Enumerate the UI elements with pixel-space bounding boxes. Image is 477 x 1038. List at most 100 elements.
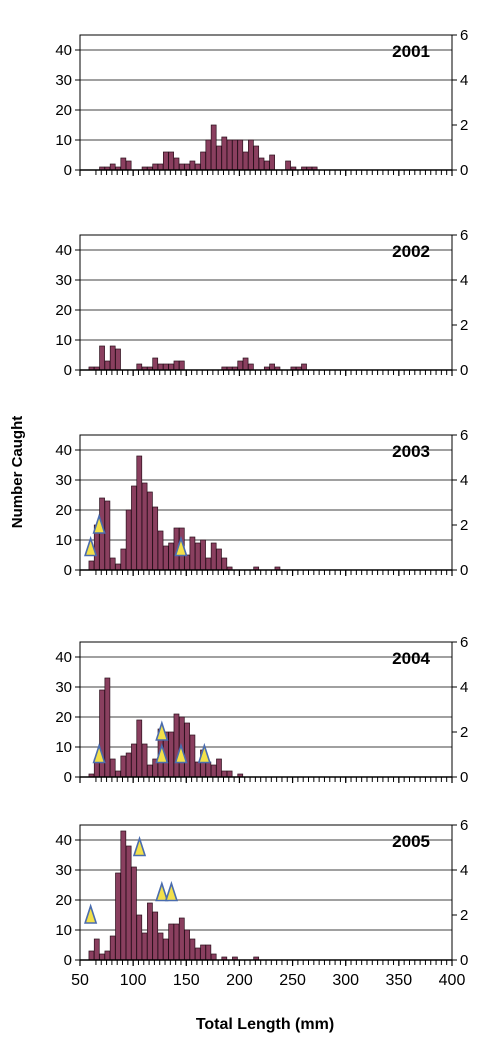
bar xyxy=(205,944,212,961)
bar xyxy=(210,764,217,778)
bar xyxy=(131,743,137,778)
bar xyxy=(173,157,180,171)
right-y-tick-label: 4 xyxy=(460,862,468,879)
bar xyxy=(178,163,185,171)
panels-container: 0102030400246200101020304002462002010203… xyxy=(55,27,468,989)
bar xyxy=(109,557,116,571)
panel-2004: 0 10 20 30 40 0 2 4 6 2004 xyxy=(55,634,468,786)
bar xyxy=(184,722,190,778)
bar xyxy=(189,160,196,171)
right-y-tick-label: 4 xyxy=(460,679,468,696)
bar xyxy=(157,932,164,961)
bar xyxy=(194,761,201,778)
bar xyxy=(109,345,116,371)
bar xyxy=(104,500,111,571)
bar xyxy=(131,485,137,571)
bar xyxy=(221,136,228,171)
right-y-tick-label: 4 xyxy=(460,72,468,89)
bar xyxy=(184,163,190,171)
bar xyxy=(104,950,111,961)
right-y-tick-label: 6 xyxy=(460,817,468,834)
y-tick-label: 20 xyxy=(55,302,72,319)
y-tick-label: 20 xyxy=(55,102,72,119)
bar xyxy=(237,139,244,171)
bar xyxy=(173,713,180,778)
bar xyxy=(210,124,217,171)
y-tick-label: 10 xyxy=(55,332,72,349)
bar xyxy=(189,938,196,961)
y-tick-label: 20 xyxy=(55,709,72,726)
bar xyxy=(216,758,222,778)
bar xyxy=(200,539,206,571)
bar xyxy=(162,151,169,171)
triangle-marker xyxy=(84,535,98,557)
x-tick-label: 100 xyxy=(120,972,147,989)
bar xyxy=(194,947,201,961)
bar xyxy=(157,530,164,571)
bar xyxy=(242,151,249,171)
bar xyxy=(147,764,153,778)
bar xyxy=(120,755,127,778)
bar xyxy=(200,151,206,171)
bar xyxy=(269,363,275,371)
panel-year-label: 2004 xyxy=(392,649,430,668)
bar xyxy=(125,509,132,571)
y-tick-label: 0 xyxy=(64,952,72,969)
bar xyxy=(152,357,159,371)
bar xyxy=(285,160,291,171)
triangle-marker xyxy=(174,742,188,764)
right-y-tick-label: 0 xyxy=(460,952,468,969)
bar xyxy=(194,163,201,171)
y-tick-label: 40 xyxy=(55,442,72,459)
bar xyxy=(136,914,143,961)
y-tick-label: 40 xyxy=(55,242,72,259)
bar xyxy=(194,542,201,571)
y-tick-label: 0 xyxy=(64,769,72,786)
bar xyxy=(226,770,233,778)
bar xyxy=(205,139,212,171)
bar xyxy=(120,157,127,171)
bar xyxy=(258,157,265,171)
right-y-tick-label: 2 xyxy=(460,517,468,534)
bar xyxy=(184,554,190,571)
x-tick-label: 400 xyxy=(439,972,466,989)
bar xyxy=(136,719,143,778)
bar xyxy=(136,455,143,571)
right-y-tick-label: 2 xyxy=(460,724,468,741)
bar xyxy=(157,163,164,171)
triangle-marker xyxy=(92,742,106,764)
bar xyxy=(125,752,132,778)
bar xyxy=(120,830,127,961)
x-tick-label: 50 xyxy=(71,972,89,989)
bar xyxy=(99,953,105,961)
bar xyxy=(125,845,132,961)
right-y-tick-label: 2 xyxy=(460,317,468,334)
bar xyxy=(88,950,95,961)
bar xyxy=(221,770,228,778)
x-tick-label: 150 xyxy=(173,972,200,989)
bar xyxy=(184,929,190,961)
y-tick-label: 20 xyxy=(55,892,72,909)
y-tick-label: 30 xyxy=(55,472,72,489)
bar xyxy=(263,160,270,171)
right-y-tick-label: 0 xyxy=(460,162,468,179)
x-axis-label: Total Length (mm) xyxy=(196,1016,334,1033)
bar xyxy=(147,902,153,961)
triangle-marker xyxy=(155,880,169,902)
bar xyxy=(173,360,180,371)
right-y-tick-label: 6 xyxy=(460,227,468,244)
right-y-tick-label: 6 xyxy=(460,27,468,44)
bar xyxy=(237,360,244,371)
y-tick-label: 10 xyxy=(55,922,72,939)
bar xyxy=(157,363,164,371)
bar xyxy=(152,506,159,571)
bar xyxy=(162,938,169,961)
bar xyxy=(178,917,185,961)
right-y-tick-label: 2 xyxy=(460,907,468,924)
y-tick-label: 0 xyxy=(64,162,72,179)
y-tick-label: 0 xyxy=(64,562,72,579)
bar xyxy=(152,163,159,171)
triangle-marker xyxy=(197,742,211,764)
panel-year-label: 2003 xyxy=(392,442,430,461)
bar xyxy=(136,363,143,371)
